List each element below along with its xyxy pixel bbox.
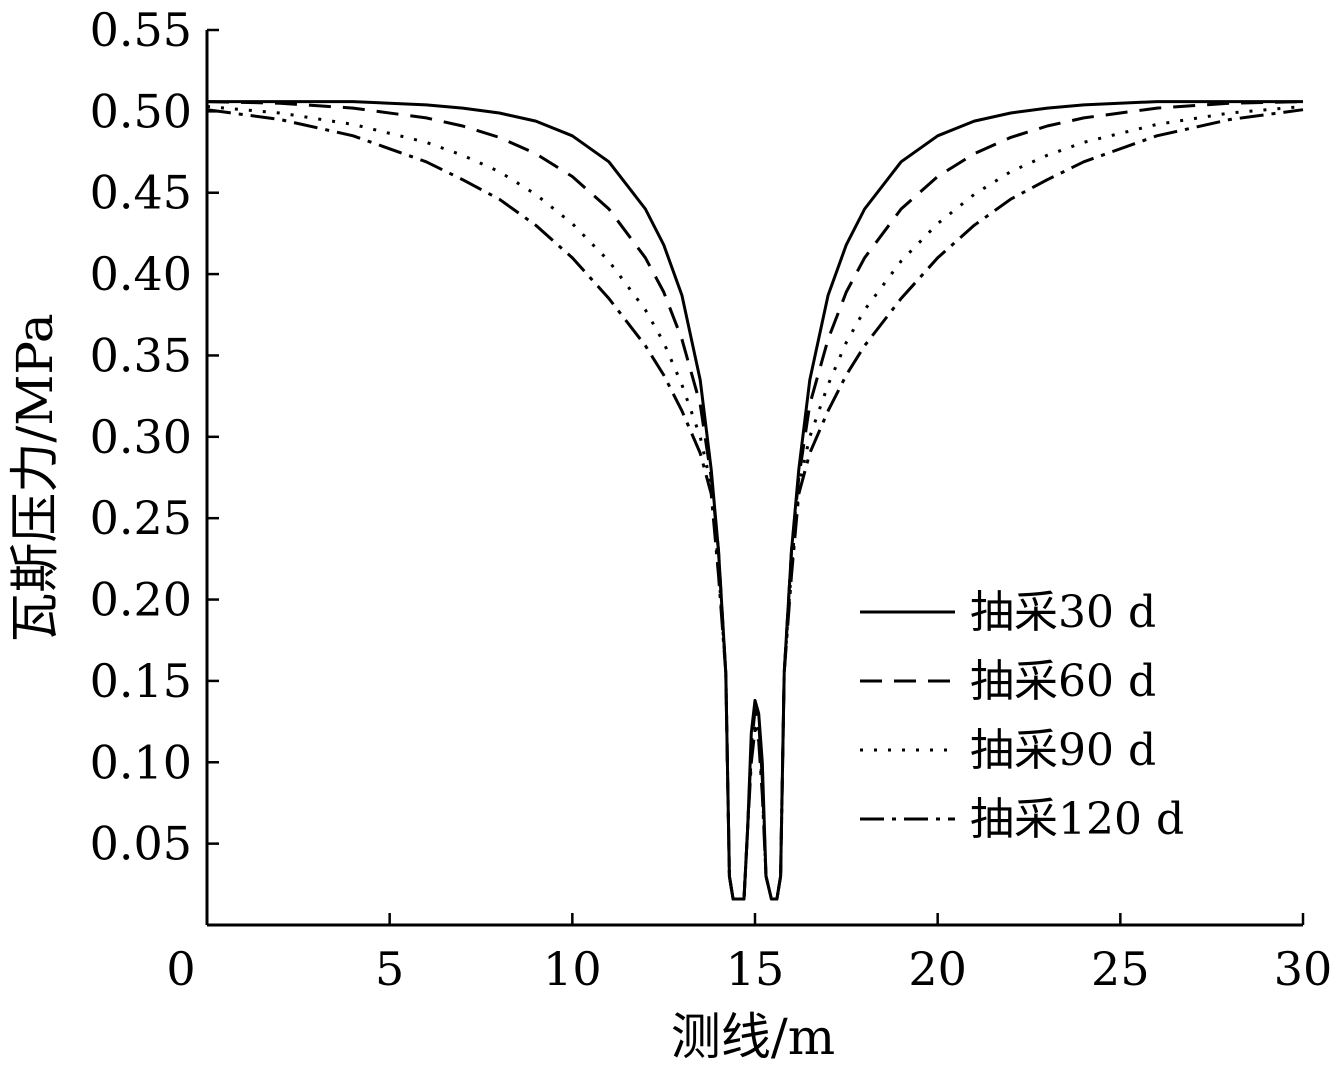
- y-axis-ticks: 0.05 0.10 0.15 0.20 0.25 0.30 0.35 0.40 0.45 0.50…: [90, 3, 219, 871]
- x-tick-label: 10: [543, 942, 602, 996]
- x-axis-ticks: 0 5 10 15 20 25 30: [166, 913, 1332, 996]
- legend: 抽采30 d 抽采60 d 抽采90 d 抽采120 d: [860, 587, 1184, 845]
- y-tick-label: 0.25: [90, 491, 192, 545]
- x-tick-label: 20: [908, 942, 967, 996]
- x-tick-label: 15: [726, 942, 785, 996]
- plot-lines: [206, 100, 1304, 901]
- y-tick-label: 0.50: [90, 84, 192, 138]
- x-tick-label: 30: [1274, 942, 1333, 996]
- y-tick-label: 0.40: [90, 247, 192, 301]
- axes: [205, 30, 1303, 927]
- y-tick-label: 0.10: [90, 735, 192, 789]
- y-tick-label: 0.55: [90, 3, 192, 57]
- legend-label-4: 抽采120 d: [970, 794, 1184, 845]
- y-tick-label: 0.20: [90, 573, 192, 627]
- y-tick-label: 0.45: [90, 166, 192, 220]
- series-line-3: [206, 105, 1304, 901]
- series-line-2: [206, 100, 1304, 901]
- series-line-1: [207, 100, 1303, 901]
- legend-label-3: 抽采90 d: [970, 725, 1156, 776]
- series-line-4: [206, 108, 1304, 901]
- x-tick-label: 5: [375, 942, 404, 996]
- x-axis-title: 测线/m: [671, 1008, 835, 1066]
- y-tick-label: 0.05: [90, 817, 192, 871]
- y-tick-label: 0.15: [90, 654, 192, 708]
- y-tick-label: 0.35: [90, 328, 192, 382]
- legend-label-1: 抽采30 d: [970, 587, 1156, 638]
- x-tick-label: 25: [1091, 942, 1150, 996]
- legend-label-2: 抽采60 d: [970, 656, 1156, 707]
- y-axis-title: 瓦斯压力/MPa: [6, 313, 64, 642]
- x-tick-label: 0: [166, 942, 195, 996]
- y-tick-label: 0.30: [90, 410, 192, 464]
